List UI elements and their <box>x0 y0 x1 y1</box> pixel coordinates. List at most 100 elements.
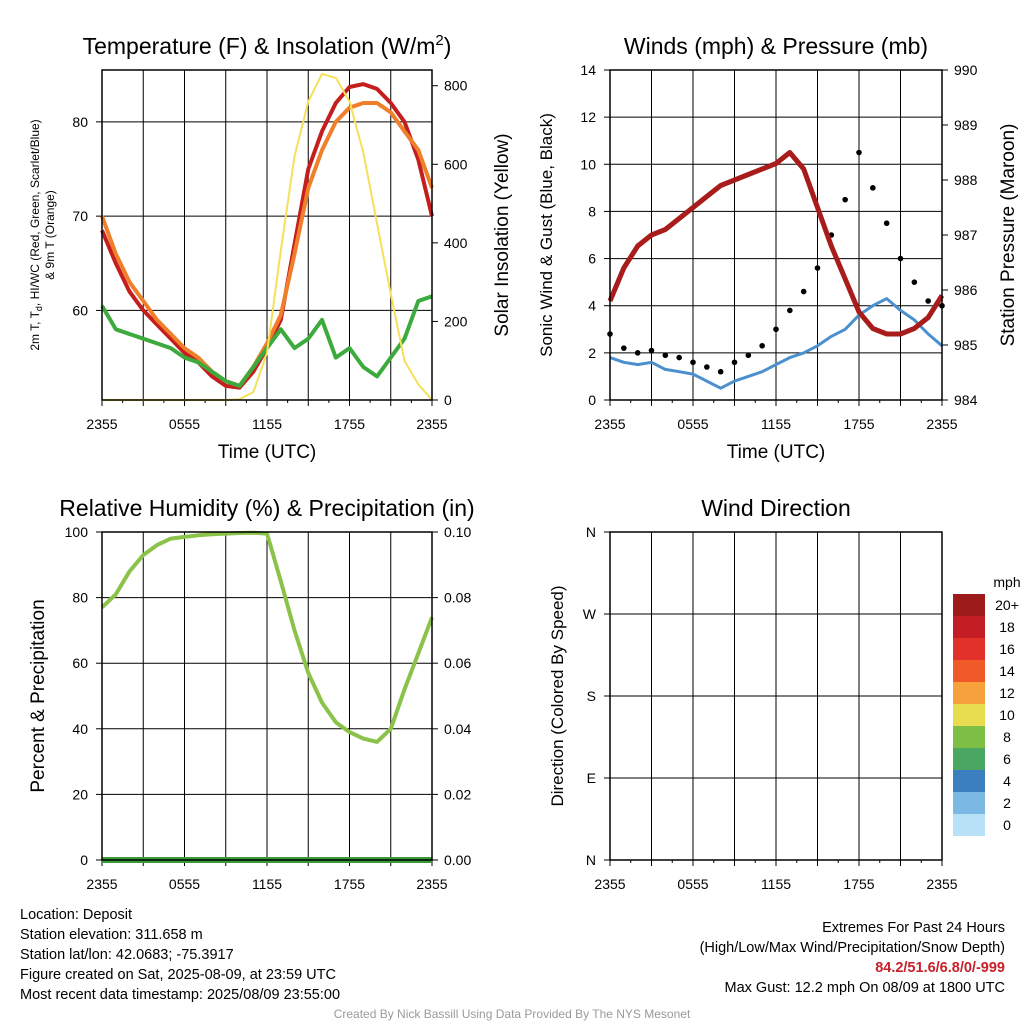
y-tick-label: 0 <box>80 852 88 868</box>
chart-title-text: Winds (mph) & Pressure (mb) <box>624 33 928 59</box>
series-line-relative-humidity <box>100 530 434 744</box>
chart-title-text: Wind Direction <box>701 495 851 521</box>
x-tick-label: 2355 <box>416 876 447 892</box>
x-tick-label: 2355 <box>594 416 625 432</box>
y-tick-label: 8 <box>588 203 596 219</box>
x-tick-label: 2355 <box>86 876 117 892</box>
legend-swatch <box>953 748 985 770</box>
plot-frame <box>609 531 943 861</box>
x-tick-label: 0555 <box>677 416 708 432</box>
legend-label: 0 <box>1003 817 1011 833</box>
gust-point <box>676 354 682 361</box>
y-axis-label: Percent & Precipitation <box>28 599 49 792</box>
legend-label: 18 <box>999 619 1015 635</box>
plot-frame <box>101 69 433 401</box>
legend-swatch <box>953 638 985 660</box>
x-tick-label: 1755 <box>334 416 365 432</box>
legend-swatch <box>953 792 985 814</box>
gust-point <box>787 307 793 314</box>
extremes-heading: Extremes For Past 24 Hours <box>822 920 1005 936</box>
legend-swatch <box>953 704 985 726</box>
plot-frame <box>101 531 433 861</box>
legend-swatch <box>953 770 985 792</box>
y-tick-label: N <box>586 852 596 868</box>
chart-title: Temperature (F) & Insolation (W/m2) <box>83 32 452 59</box>
series-line-station-pressure <box>607 150 945 337</box>
gust-point <box>648 347 655 354</box>
extremes-values: 84.2/51.6/6.8/0/-999 <box>875 960 1005 976</box>
gust-point <box>925 298 931 304</box>
y-axis-label-subscript: d <box>34 306 44 311</box>
x-tick-label: 2355 <box>416 416 447 432</box>
gust-point <box>662 352 669 359</box>
chart-title: Winds (mph) & Pressure (mb) <box>624 33 928 59</box>
gust-point <box>856 149 862 156</box>
x-tick-label: 2355 <box>926 876 957 892</box>
y2-tick-label: 988 <box>954 172 978 188</box>
y2-tick-label: 987 <box>954 227 978 243</box>
gust-point <box>814 265 821 271</box>
chart-title: Wind Direction <box>701 495 851 521</box>
legend-swatch <box>953 682 985 704</box>
y2-tick-label: 0.04 <box>444 721 471 737</box>
y-axis-label: Sonic Wind & Gust (Blue, Black) <box>537 113 556 357</box>
x-tick-label: 1155 <box>761 416 791 432</box>
max-gust-text: Max Gust: 12.2 mph On 08/09 at 1800 UTC <box>724 980 1005 996</box>
y-axis-label-part: 2m T, T <box>28 310 42 350</box>
x-tick-label: 2355 <box>86 416 117 432</box>
winds-pressure-panel: Winds (mph) & Pressure (mb) 2355 0555 1155 1… <box>537 33 1019 463</box>
y-tick-label: 60 <box>72 655 88 671</box>
y2-tick-label: 0.08 <box>444 590 471 606</box>
gust-point <box>704 364 710 370</box>
y-tick-label: 2 <box>588 345 596 361</box>
y-tick-label: W <box>583 606 597 622</box>
y-tick-label: 6 <box>588 251 596 267</box>
y2-tick-label: 989 <box>954 117 978 133</box>
legend-swatch <box>953 594 985 616</box>
humidity-precipitation-panel: Relative Humidity (%) & Precipitation (i… <box>28 495 475 892</box>
station-info: Location: Deposit Station elevation: 311… <box>20 905 340 1005</box>
gust-point <box>621 345 627 351</box>
gust-series <box>607 149 945 375</box>
legend-label: 4 <box>1003 773 1011 789</box>
y-tick-label: E <box>587 770 596 786</box>
chart-title-suffix: ) <box>444 33 452 59</box>
x-axis-label: Time (UTC) <box>218 442 317 463</box>
series-line-9m-t <box>100 101 434 388</box>
x-tick-label: 2355 <box>926 416 957 432</box>
gust-point <box>745 352 752 359</box>
y2-tick-label: 985 <box>954 337 978 353</box>
x-tick-label: 0555 <box>169 876 200 892</box>
legend-swatch <box>953 726 985 748</box>
y-tick-label: 40 <box>72 721 88 737</box>
gust-point <box>883 220 890 227</box>
x-tick-label: 1155 <box>761 876 791 892</box>
y2-tick-label: 600 <box>444 156 468 172</box>
y2-axis-label: Solar Insolation (Yellow) <box>492 133 513 336</box>
y2-tick-label: 0 <box>444 392 452 408</box>
temperature-insolation-panel: Temperature (F) & Insolation (W/m2) 2355 0… <box>28 32 513 463</box>
created-text: Figure created on Sat, 2025-08-09, at 23… <box>20 967 336 983</box>
gust-point <box>800 288 807 295</box>
y2-tick-label: 984 <box>954 392 978 408</box>
y2-tick-label: 200 <box>444 313 468 329</box>
legend-label: 14 <box>999 663 1015 679</box>
y2-tick-label: 0.00 <box>444 852 471 868</box>
y2-tick-label: 0.06 <box>444 655 471 671</box>
y-tick-label: 80 <box>72 114 88 130</box>
y-tick-label: 70 <box>72 208 88 224</box>
y-axis-label-part: , HI/WC (Red, Green, Scarlet/Blue) <box>28 119 42 306</box>
gust-point <box>870 185 876 191</box>
gust-point <box>759 342 765 349</box>
y2-tick-label: 986 <box>954 282 978 298</box>
x-tick-label: 1755 <box>843 876 874 892</box>
y-tick-label: S <box>587 688 596 704</box>
recent-data-text: Most recent data timestamp: 2025/08/09 2… <box>20 987 341 1003</box>
gust-point <box>690 359 696 366</box>
legend-label: 10 <box>999 707 1015 723</box>
chart-title-text: Relative Humidity (%) & Precipitation (i… <box>59 495 474 521</box>
y-tick-label: N <box>586 524 596 540</box>
x-tick-label: 1155 <box>252 416 282 432</box>
series-line-sonic-wind <box>609 297 943 390</box>
